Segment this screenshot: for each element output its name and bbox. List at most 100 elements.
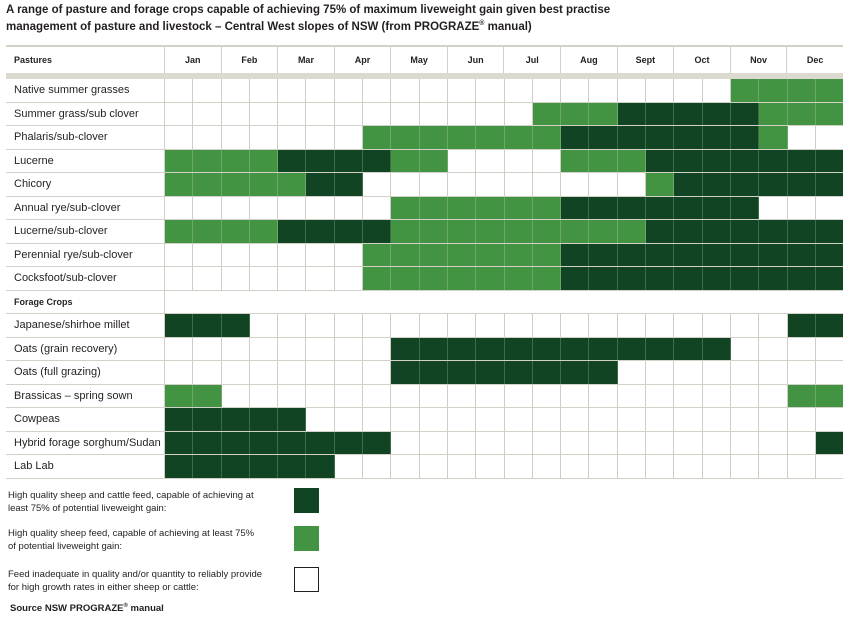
- heat-cell-D: [617, 337, 647, 360]
- heat-cell-W: [335, 196, 364, 219]
- row-label: Oats (full grazing): [6, 361, 165, 384]
- heat-cell-W: [222, 384, 250, 407]
- heat-cell-D: [759, 173, 788, 196]
- heat-cell-W: [505, 79, 533, 102]
- heat-cell-W: [816, 197, 843, 220]
- heat-cell-W: [646, 79, 675, 102]
- heat-cell-W: [250, 361, 279, 384]
- heat-cell-W: [306, 126, 335, 149]
- heat-cell-W: [363, 314, 392, 337]
- heat-cell-W: [278, 79, 307, 102]
- heat-cell-W: [533, 149, 562, 172]
- heat-cell-W: [731, 384, 760, 407]
- heat-cell-W: [222, 267, 250, 290]
- heat-cell-W: [222, 102, 250, 125]
- heat-cell-W: [674, 314, 703, 337]
- heat-cell-W: [476, 431, 505, 454]
- heat-cell-W: [589, 173, 618, 196]
- heat-cell-W: [816, 338, 843, 361]
- month-header: Feb: [222, 47, 279, 73]
- heat-cell-D: [419, 337, 448, 360]
- heat-cell-D: [334, 173, 364, 196]
- section-spacer: [165, 291, 843, 314]
- heat-cell-L: [787, 102, 816, 125]
- row-label: Lucerne/sub-clover: [6, 220, 165, 243]
- heat-cell-D: [363, 149, 392, 172]
- heat-cell-W: [618, 431, 647, 454]
- heat-cell-D: [674, 173, 703, 196]
- heat-cell-W: [618, 408, 647, 431]
- heat-cell-D: [787, 220, 816, 243]
- heat-cell-D: [759, 267, 788, 290]
- heat-cell-L: [476, 126, 505, 149]
- table-row: Brassicas – spring sown: [6, 384, 844, 408]
- heat-cell-W: [646, 384, 675, 407]
- heat-cell-W: [193, 243, 222, 266]
- heat-cell-W: [759, 431, 788, 454]
- row-label: Lab Lab: [6, 455, 165, 478]
- heat-cell-W: [731, 431, 760, 454]
- heat-cell-W: [533, 408, 562, 431]
- heat-cell-W: [278, 314, 307, 337]
- heat-cell-L: [249, 220, 279, 243]
- row-cells: [165, 455, 843, 478]
- heat-cell-W: [759, 408, 788, 431]
- heat-cell-W: [193, 337, 222, 360]
- row-header-pastures: Pastures: [6, 47, 165, 73]
- heat-cell-W: [363, 408, 392, 431]
- heat-cell-W: [703, 79, 731, 102]
- heat-cell-L: [193, 220, 222, 243]
- month-header: Oct: [674, 47, 731, 73]
- heat-cell-W: [391, 173, 420, 196]
- heat-cell-D: [391, 337, 420, 360]
- heat-cell-D: [278, 149, 307, 172]
- heat-cell-W: [420, 79, 448, 102]
- heat-cell-W: [561, 314, 590, 337]
- heat-cell-D: [391, 361, 420, 384]
- heat-cell-L: [759, 126, 788, 149]
- heat-cell-W: [618, 361, 647, 384]
- table-row: Summer grass/sub clover: [6, 102, 844, 126]
- month-header: Mar: [278, 47, 335, 73]
- heat-cell-D: [165, 455, 194, 478]
- row-label: Hybrid forage sorghum/Sudan: [6, 431, 165, 454]
- table-row: Phalaris/sub-clover: [6, 126, 843, 150]
- heat-cell-W: [589, 384, 618, 407]
- heat-cell-W: [476, 149, 505, 172]
- heat-cell-L: [447, 196, 477, 219]
- heat-cell-D: [646, 220, 675, 243]
- month-header: Jun: [448, 47, 505, 73]
- heat-cell-D: [646, 149, 675, 172]
- heat-cell-D: [730, 220, 760, 243]
- heat-cell-D: [815, 431, 844, 454]
- heat-cell-W: [250, 126, 279, 149]
- legend-line: Feed inadequate in quality and/or quanti…: [8, 569, 263, 580]
- heat-cell-W: [533, 314, 562, 337]
- heat-cell-L: [759, 102, 788, 125]
- legend-label: Feed inadequate in quality and/or quanti…: [8, 568, 278, 594]
- heat-cell-L: [363, 126, 392, 149]
- heat-cell-W: [533, 79, 562, 102]
- heat-cell-D: [221, 314, 250, 337]
- heat-cell-D: [221, 431, 250, 454]
- heat-cell-W: [646, 408, 675, 431]
- heat-cell-W: [165, 126, 194, 149]
- heat-cell-L: [193, 149, 222, 172]
- heat-cell-D: [674, 220, 703, 243]
- heat-cell-L: [447, 220, 477, 243]
- heat-cell-L: [532, 220, 562, 243]
- heat-cell-W: [335, 455, 364, 478]
- heat-cell-D: [702, 173, 731, 196]
- heat-cell-W: [448, 408, 477, 431]
- heat-cell-W: [420, 431, 448, 454]
- heat-cell-D: [193, 408, 222, 431]
- heat-cell-D: [674, 149, 703, 172]
- heat-cell-W: [278, 384, 307, 407]
- heat-cell-W: [618, 79, 647, 102]
- heat-cell-D: [306, 455, 335, 478]
- row-label: Cocksfoot/sub-clover: [6, 267, 165, 290]
- heat-cell-W: [222, 243, 250, 266]
- heat-cell-W: [589, 79, 618, 102]
- heat-cell-L: [165, 149, 194, 172]
- header-divider: [6, 73, 843, 79]
